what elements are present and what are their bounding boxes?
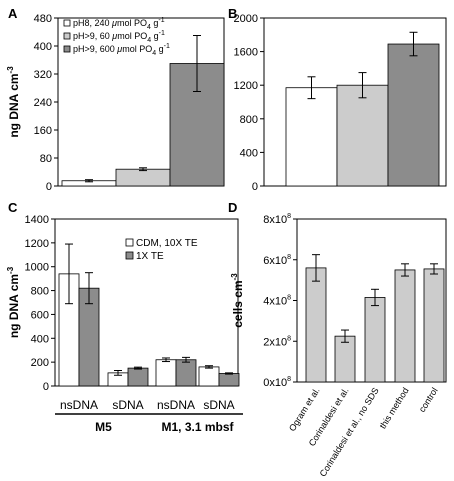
panel-b-ytick-label: 400 bbox=[240, 147, 258, 159]
panel-c-ytick-label: 400 bbox=[31, 333, 49, 345]
panel-c-ytick-label: 1400 bbox=[25, 214, 49, 226]
panel-c-bar bbox=[198, 366, 220, 387]
panel-d-category-label: this method bbox=[378, 386, 411, 431]
panel-a-ytick-label: 400 bbox=[34, 41, 52, 53]
panel-c-ytick-label: 200 bbox=[31, 357, 49, 369]
panel-c-ytick-label: 1200 bbox=[25, 238, 49, 250]
panel-d-ytick-label: 2x108 bbox=[263, 335, 291, 348]
panel-d-bar bbox=[423, 268, 445, 383]
panel-a-ytick-label: 160 bbox=[34, 125, 52, 137]
panel-a-ytick-label: 320 bbox=[34, 69, 52, 81]
panel-c-bar bbox=[155, 359, 177, 387]
panel-c-group-label: M5 bbox=[95, 420, 112, 434]
panel-d-bar bbox=[394, 269, 416, 383]
panel-a-bar bbox=[115, 168, 171, 187]
panel-letter-a: A bbox=[8, 6, 18, 21]
panel-d-ytick-label: 8x108 bbox=[263, 213, 291, 226]
panel-a-legend-swatch bbox=[63, 45, 71, 53]
panel-a-ytick-label: 240 bbox=[34, 97, 52, 109]
panel-c-category-label: sDNA bbox=[112, 398, 143, 412]
panel-c-legend-swatch bbox=[125, 251, 134, 260]
panel-c-category-label: nsDNA bbox=[60, 398, 98, 412]
panel-d-ytick-label: 4x108 bbox=[263, 295, 291, 308]
panel-a-ytick-label: 80 bbox=[40, 153, 52, 165]
panel-c-ytick-label: 0 bbox=[43, 381, 49, 393]
panel-a-legend-label: pH>9, 60 μmol PO4 g-1 bbox=[73, 30, 165, 44]
panel-d-y-axis-label: cells cm-3 bbox=[230, 273, 245, 328]
panel-letter-b: B bbox=[228, 6, 237, 21]
panel-letter-c: C bbox=[8, 200, 18, 215]
panel-a-ytick-label: 0 bbox=[46, 181, 52, 193]
panel-d-ytick-label: 0x108 bbox=[263, 376, 291, 389]
panel-c-bar bbox=[218, 373, 240, 387]
panel-c-bar bbox=[175, 359, 197, 387]
panel-b-bar bbox=[285, 87, 338, 187]
panel-b-ytick-label: 1200 bbox=[234, 80, 258, 92]
panel-d-bar bbox=[305, 267, 327, 383]
panel-b-bar bbox=[336, 84, 389, 187]
panel-d-category-label: Corinaldesi et al., no SDS bbox=[318, 386, 381, 479]
panel-a-y-axis-label: ng DNA cm-3 bbox=[6, 66, 21, 138]
panel-letter-d: D bbox=[228, 200, 237, 215]
panel-c-legend-label: 1X TE bbox=[136, 251, 164, 262]
panel-c-legend-label: CDM, 10X TE bbox=[136, 238, 198, 249]
panel-a-ytick-label: 480 bbox=[34, 13, 52, 25]
panel-c-category-label: sDNA bbox=[203, 398, 234, 412]
panel-a-legend-swatch bbox=[63, 19, 71, 27]
panel-d-bar bbox=[334, 335, 356, 383]
panel-a-legend-swatch bbox=[63, 32, 71, 40]
panel-c-ytick-label: 1000 bbox=[25, 262, 49, 274]
panel-b-chart: 0 400 800 1200 1600 2000 bbox=[234, 13, 447, 193]
panel-b-ytick-label: 1600 bbox=[234, 47, 258, 59]
panel-d-ytick-label: 6x108 bbox=[263, 254, 291, 267]
panel-c-ytick-label: 600 bbox=[31, 309, 49, 321]
panel-b-ytick-label: 800 bbox=[240, 114, 258, 126]
panel-d-bar bbox=[364, 297, 386, 383]
panel-c-y-axis-label: ng DNA cm-3 bbox=[6, 266, 21, 338]
panel-c-ytick-label: 800 bbox=[31, 286, 49, 298]
panel-c-legend-swatch bbox=[125, 238, 134, 247]
panel-c-category-label: nsDNA bbox=[157, 398, 195, 412]
panel-c-chart: 0 200 400 600 800 1000 1200 1400 nsDNA sDNA nsDNA s… bbox=[6, 214, 243, 434]
panel-b-ytick-label: 2000 bbox=[234, 13, 258, 25]
panel-c-bar bbox=[127, 367, 149, 387]
panel-d-category-label: control bbox=[417, 386, 440, 414]
panel-a-legend-label: pH8, 240 μmol PO4 g-1 bbox=[73, 17, 165, 31]
panel-c-group-label: M1, 3.1 mbsf bbox=[161, 420, 234, 434]
panel-b-ytick-label: 0 bbox=[252, 181, 258, 193]
panel-b-bar bbox=[387, 43, 440, 187]
panel-a-legend-label: pH>9, 600 μmol PO4 g-1 bbox=[73, 43, 170, 57]
